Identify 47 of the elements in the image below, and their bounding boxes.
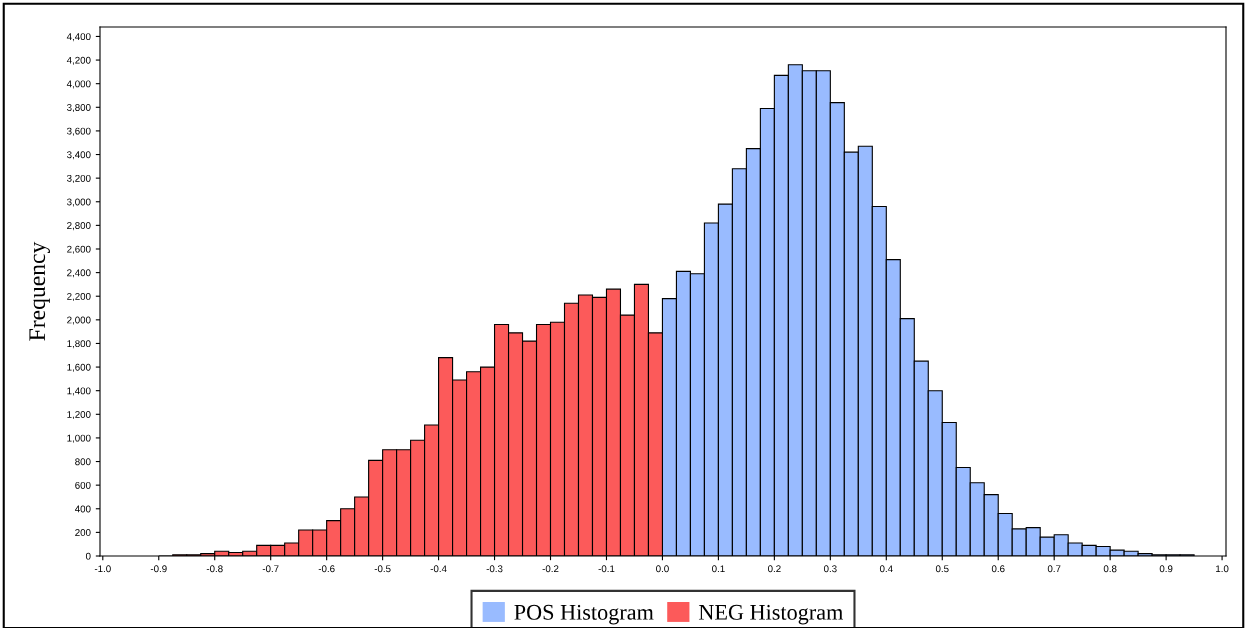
x-tick-label: 0.7 — [1047, 565, 1061, 573]
y-tick-label: 3,000 — [67, 198, 91, 207]
y-tick-label: 1,000 — [67, 434, 91, 443]
x-tick-label: 0.6 — [991, 565, 1005, 573]
x-tick-label: -0.5 — [374, 565, 391, 573]
x-tick-label: -0.3 — [486, 565, 503, 573]
y-tick-label: 3,600 — [67, 127, 91, 136]
x-tick-label: -0.7 — [262, 565, 279, 573]
y-tick-label: 1,800 — [67, 340, 91, 349]
y-tick-label: 2,000 — [67, 316, 91, 325]
x-tick-label: -0.9 — [150, 565, 167, 573]
y-tick-label: 1,400 — [67, 387, 91, 396]
y-tick-label: 600 — [75, 481, 91, 489]
y-tick-label: 4,400 — [66, 33, 91, 42]
x-tick-label: -0.8 — [206, 565, 223, 573]
y-tick-label: 2,800 — [67, 222, 91, 231]
y-tick-label: 2,600 — [67, 245, 91, 254]
y-tick-label: 800 — [75, 458, 91, 466]
x-tick-label: 1.0 — [1216, 565, 1229, 573]
x-tick-label: 0.5 — [935, 565, 949, 573]
y-tick-label: 0 — [85, 552, 91, 560]
y-tick-label: 1,600 — [67, 363, 91, 372]
x-tick-label: -1.0 — [94, 565, 111, 573]
y-tick-label: 3,200 — [67, 174, 91, 183]
legend-label: POS Histogram — [514, 604, 654, 625]
y-tick-label: 200 — [75, 529, 91, 536]
y-tick-label: 3,800 — [67, 104, 91, 113]
y-tick-label: 400 — [74, 505, 91, 513]
x-tick-label: 0.8 — [1103, 565, 1117, 573]
x-tick-label: 0.9 — [1159, 565, 1173, 573]
x-tick-label: 0.1 — [712, 565, 725, 573]
x-tick-label: -0.6 — [318, 565, 335, 573]
x-tick-label: 0.3 — [823, 565, 837, 573]
y-tick-label: 1,200 — [67, 411, 91, 420]
x-tick-label: -0.1 — [598, 565, 615, 573]
legend-label: NEG Histogram — [698, 604, 844, 625]
y-tick-label: 3,400 — [67, 151, 91, 160]
x-tick-label: -0.2 — [542, 565, 559, 573]
y-tick-label: 2,200 — [67, 292, 91, 301]
y-tick-label: 4,200 — [66, 56, 91, 65]
x-tick-label: 0.2 — [767, 565, 781, 573]
y-tick-label: 2,400 — [67, 269, 91, 278]
x-tick-label: 0.0 — [656, 565, 669, 573]
x-tick-label: 0.4 — [879, 565, 893, 573]
x-tick-label: -0.4 — [430, 565, 447, 573]
y-tick-label: 4,000 — [66, 80, 91, 89]
y-axis-title: Frequency — [29, 241, 50, 341]
